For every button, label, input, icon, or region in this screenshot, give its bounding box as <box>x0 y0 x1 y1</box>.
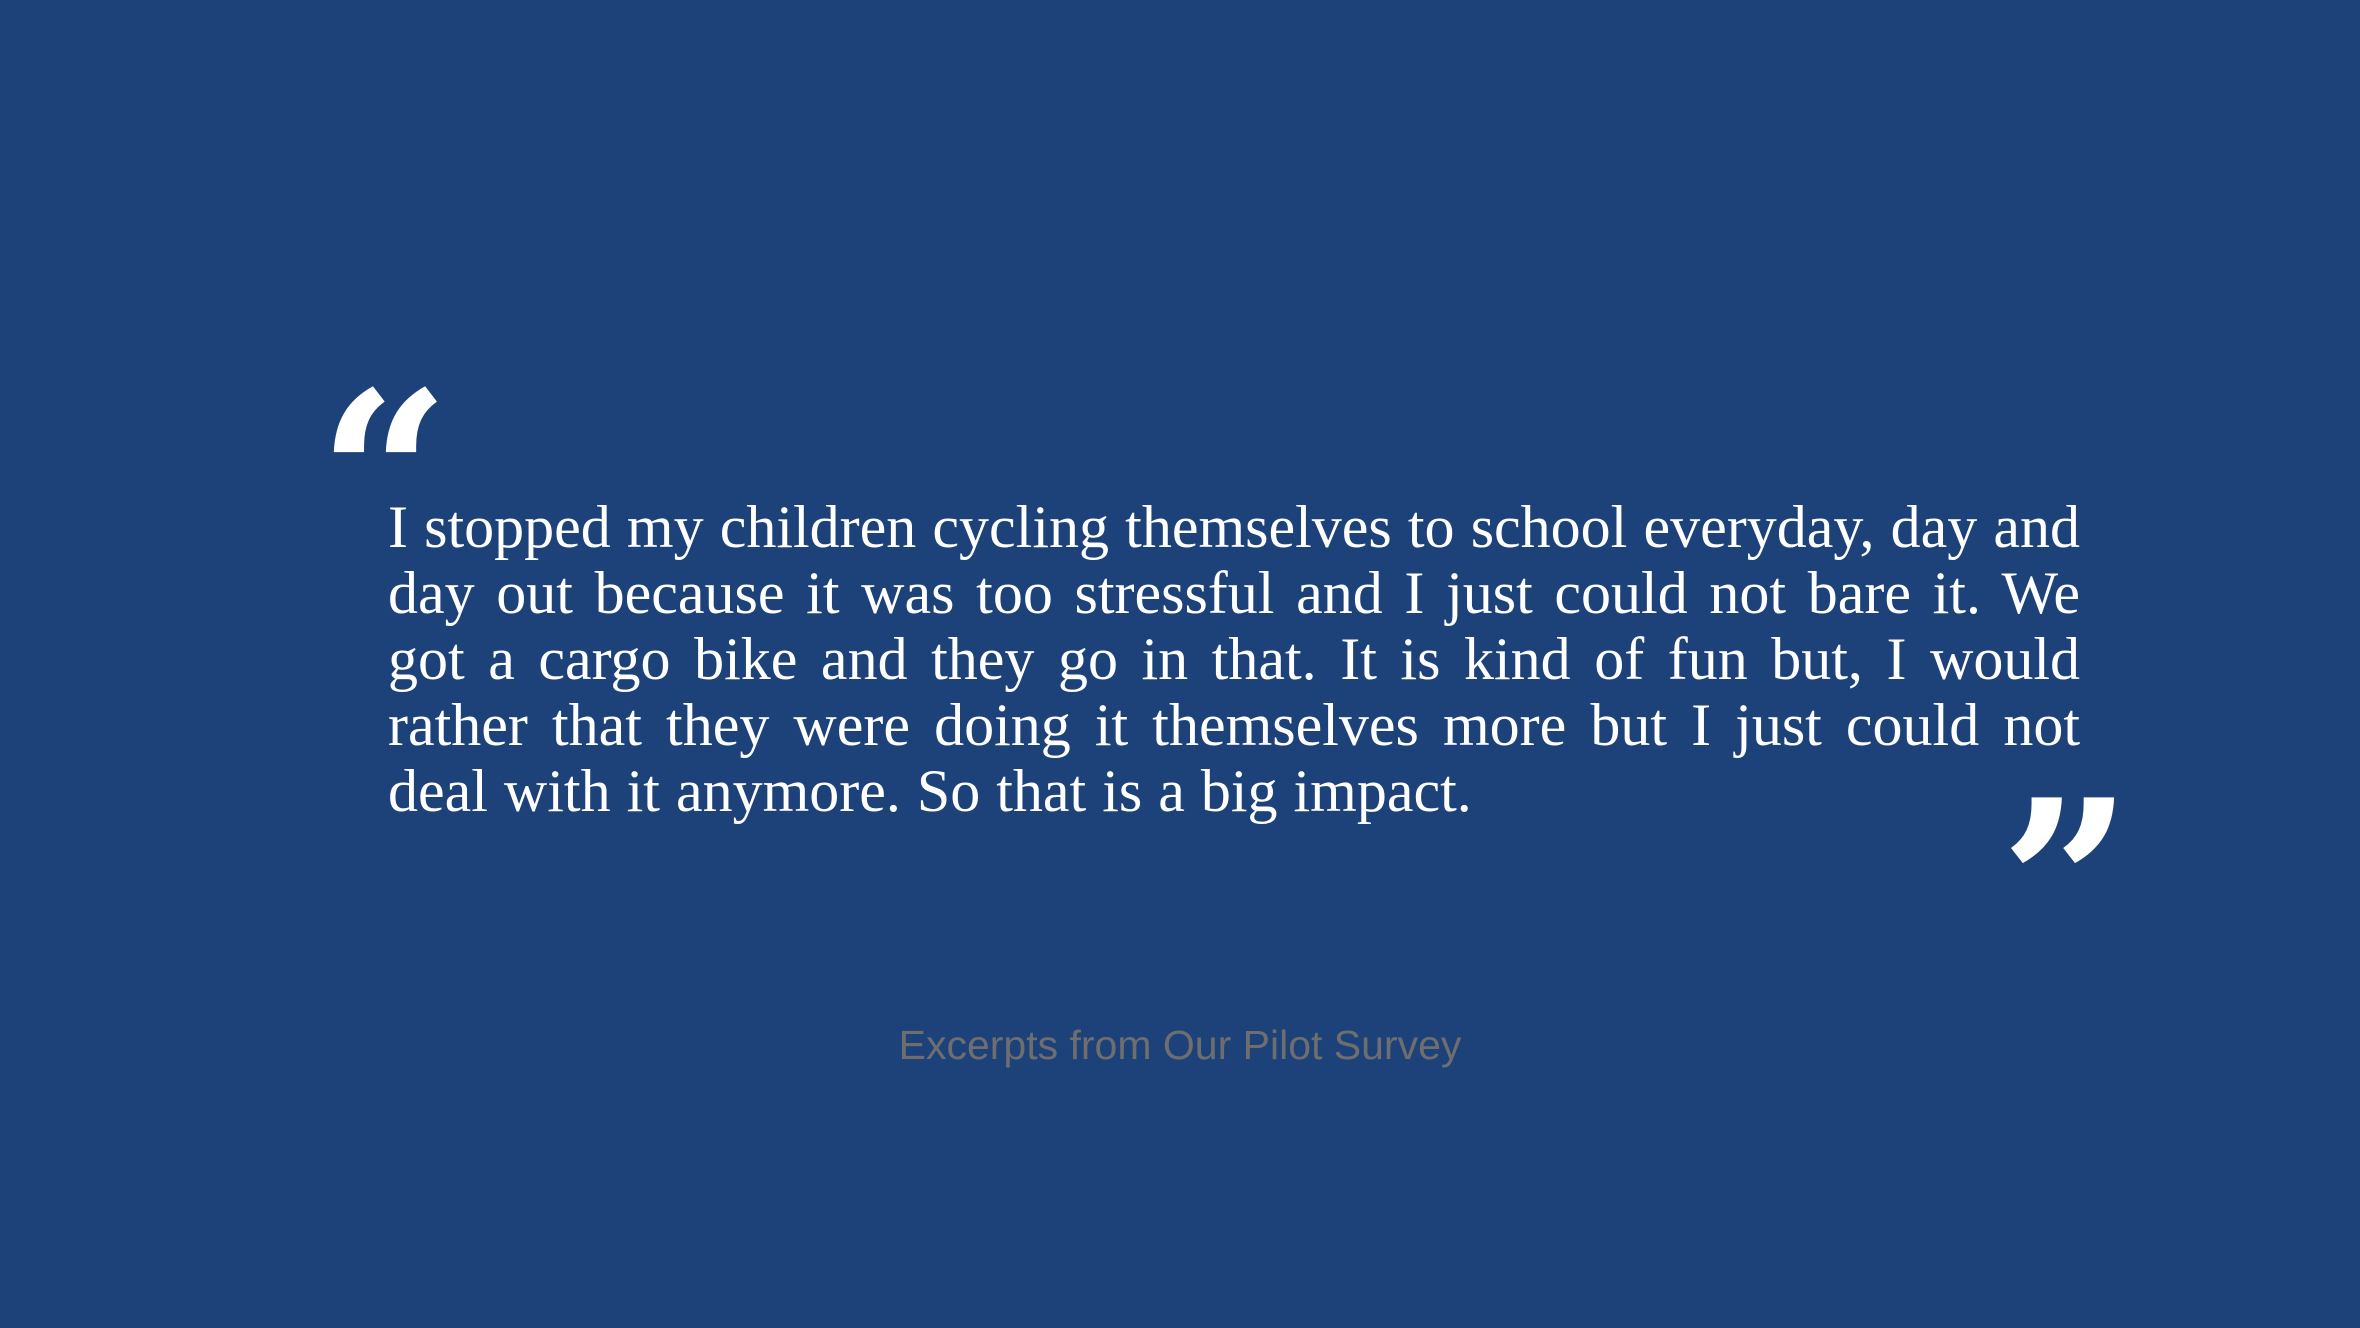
open-quote-icon: “ <box>318 342 451 612</box>
close-quote-icon: ” <box>2000 750 2133 1020</box>
quote-text: I stopped my children cycling themselves… <box>388 494 2080 824</box>
caption-text: Excerpts from Our Pilot Survey <box>898 1022 1462 1068</box>
